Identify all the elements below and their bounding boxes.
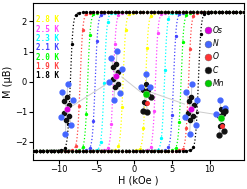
X-axis label: H (kOe ): H (kOe ): [118, 176, 158, 186]
Text: 2.5 K: 2.5 K: [36, 25, 60, 34]
Text: 2.1 K: 2.1 K: [36, 43, 60, 52]
Text: 2.3 K: 2.3 K: [36, 34, 60, 43]
Text: O: O: [213, 52, 219, 61]
Text: 1.9 K: 1.9 K: [36, 62, 60, 71]
Text: 2.0 K: 2.0 K: [36, 53, 60, 62]
Text: 2.8 K: 2.8 K: [36, 15, 60, 25]
Text: Mn: Mn: [213, 79, 224, 88]
Text: 1.8 K: 1.8 K: [36, 71, 60, 80]
Text: C: C: [213, 66, 218, 75]
Text: Os: Os: [213, 26, 223, 35]
Text: N: N: [213, 39, 218, 48]
Y-axis label: M (μB): M (μB): [3, 65, 14, 98]
